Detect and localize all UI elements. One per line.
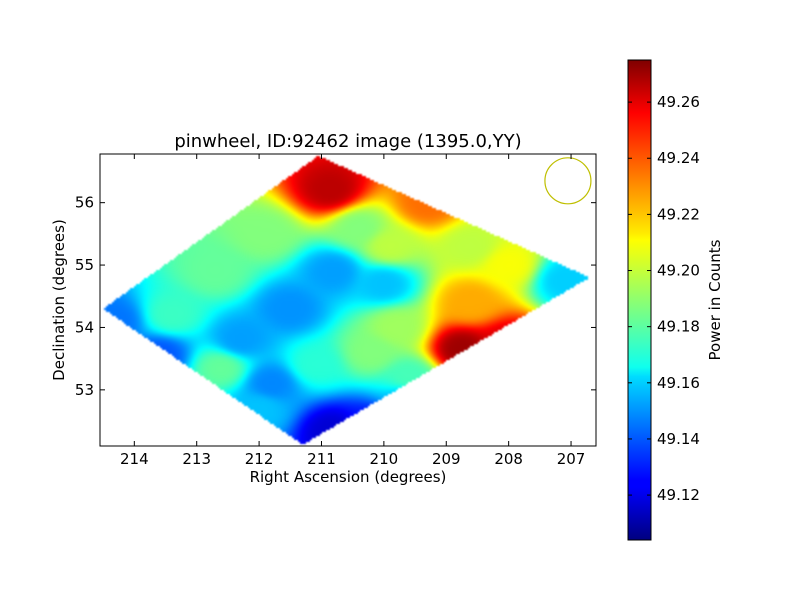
beam-marker <box>544 157 592 205</box>
colorbar-tick-label: 49.14 <box>657 430 700 448</box>
colorbar <box>627 59 652 541</box>
colorbar-label: Power in Counts <box>706 239 724 360</box>
colorbar-tick-label: 49.18 <box>657 318 700 336</box>
x-axis-ticks: 214 213 212 211 210 209 208 207 <box>120 154 585 468</box>
x-tick-label: 209 <box>432 450 461 468</box>
x-tick-label: 214 <box>120 450 149 468</box>
y-axis-label: Declination (degrees) <box>50 219 68 381</box>
chart-title: pinwheel, ID:92462 image (1395.0,YY) <box>174 131 521 152</box>
y-tick-label: 56 <box>75 194 94 212</box>
heatmap-image <box>100 154 596 446</box>
colorbar-tick-label: 49.26 <box>657 93 700 111</box>
colorbar-ticks: 49.12 49.14 49.16 49.18 49.20 49.22 49.24 49.26 <box>628 93 700 504</box>
y-tick-label: 54 <box>75 318 94 336</box>
plot-frame <box>99 153 597 447</box>
colorbar-tick-label: 49.20 <box>657 262 700 280</box>
x-tick-label: 211 <box>307 450 336 468</box>
x-tick-label: 207 <box>557 450 586 468</box>
x-tick-label: 212 <box>245 450 274 468</box>
y-axis-ticks: 53 54 55 56 <box>75 194 596 399</box>
colorbar-tick-label: 49.12 <box>657 486 700 504</box>
heatmap-area <box>100 154 596 446</box>
x-tick-label: 208 <box>494 450 523 468</box>
colorbar-tick-label: 49.24 <box>657 149 700 167</box>
y-tick-label: 53 <box>75 381 94 399</box>
colorbar-tick-label: 49.22 <box>657 205 700 223</box>
x-axis-label: Right Ascension (degrees) <box>250 468 447 486</box>
colorbar-tick-label: 49.16 <box>657 374 700 392</box>
y-tick-label: 55 <box>75 256 94 274</box>
x-tick-label: 210 <box>370 450 399 468</box>
x-tick-label: 213 <box>182 450 211 468</box>
